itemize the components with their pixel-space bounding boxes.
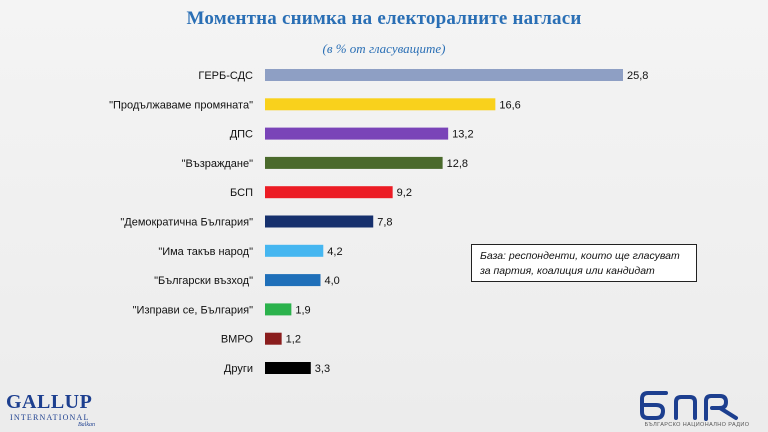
category-label: ВМРО [221,334,254,346]
bar [265,186,393,199]
category-label: "Има такъв народ" [158,246,253,258]
category-label: ДПС [230,129,253,141]
value-label: 12,8 [447,158,468,170]
category-label: "Продължаваме промяната" [109,99,253,111]
gallup-logo-name: GALLUP [6,391,93,413]
bar [265,303,292,316]
category-label: "Български възход" [154,275,253,287]
value-label: 1,9 [295,304,310,316]
bar [265,362,311,374]
category-label: Други [224,363,253,375]
bar [265,274,321,287]
bar [265,127,449,140]
page-title: Моментна снимка на електоралните нагласи [186,8,582,29]
value-label: 4,2 [327,246,342,258]
category-label: БСП [230,187,253,199]
value-label: 7,8 [377,217,392,229]
category-label: ГЕРБ-СДС [198,70,253,82]
bar [265,215,374,228]
gallup-logo: GALLUP INTERNATIONAL Balkan [6,392,116,430]
bar [265,69,623,81]
category-label: "Възраждане" [182,158,253,170]
bnr-logo-mark [640,391,738,421]
value-label: 9,2 [397,187,412,199]
bnr-logo: БЪЛГАРСКО НАЦИОНАЛНО РАДИО [636,388,758,430]
note-box: База: респонденти, които ще гласуват за … [471,244,697,282]
bar [265,98,496,111]
value-label: 4,0 [325,275,340,287]
bar [265,332,282,345]
category-label: "Демократична България" [120,217,253,229]
page-subtitle: (в % от гласуващите) [322,41,446,56]
value-label: 13,2 [452,129,473,141]
bar [265,244,324,257]
bar [265,156,443,169]
gallup-logo-region: Balkan [78,422,95,428]
value-label: 1,2 [286,334,301,346]
value-label: 25,8 [627,70,648,82]
value-label: 16,6 [499,99,520,111]
value-label: 3,3 [315,363,330,375]
bnr-logo-subtitle: БЪЛГАРСКО НАЦИОНАЛНО РАДИО [644,422,750,428]
gallup-logo-subtitle: INTERNATIONAL [10,413,90,422]
category-label: "Изправи се, България" [133,304,253,316]
